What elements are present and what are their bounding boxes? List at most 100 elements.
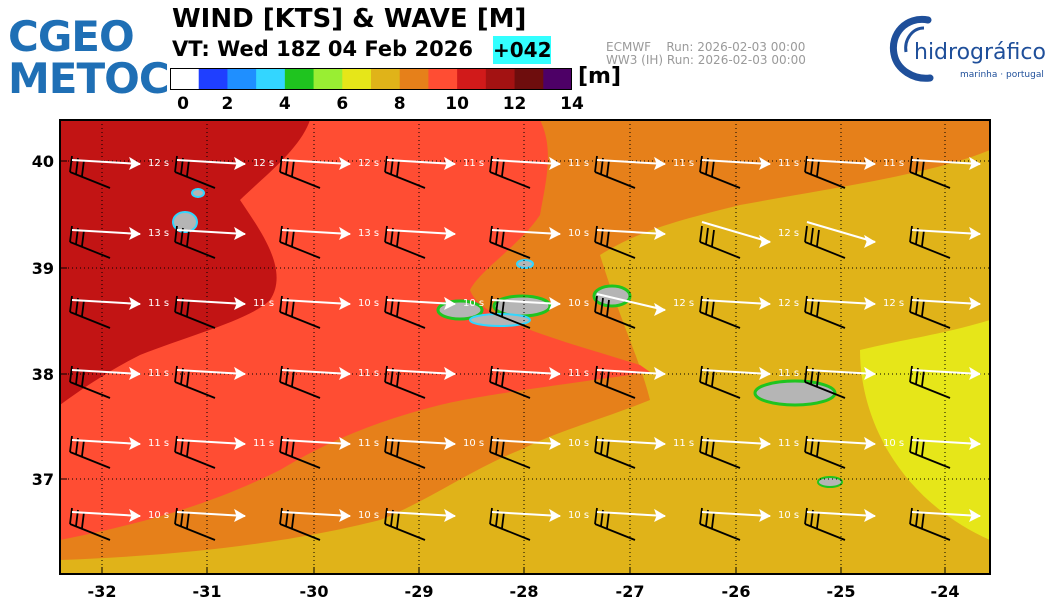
wave-period-label: 10 s (778, 510, 799, 521)
wave-period-label: 10 s (463, 298, 484, 309)
x-axis-tick-label: -30 (300, 582, 329, 601)
colorbar-tick-label: 10 (445, 94, 469, 114)
wave-direction-arrow (386, 436, 457, 451)
wave-direction-arrow (701, 508, 772, 523)
wave-period-label: 10 s (358, 298, 379, 309)
wave-direction-arrow (386, 366, 457, 381)
wave-direction-arrow (176, 156, 247, 171)
colorbar-tick-label: 0 (177, 94, 189, 114)
wave-direction-arrow (701, 366, 772, 381)
colorbar-tick-label: 8 (393, 94, 406, 114)
wave-period-label: 13 s (148, 228, 169, 239)
wave-direction-arrow (386, 508, 457, 523)
wind-barb (384, 435, 426, 469)
wave-period-label: 12 s (358, 158, 379, 169)
wave-period-label: 10 s (988, 510, 1009, 521)
wave-period-label: 10 s (463, 438, 484, 449)
wave-direction-arrow (911, 296, 982, 311)
x-axis-tick-label: -29 (405, 582, 434, 601)
wave-direction-arrow (281, 366, 352, 381)
colorbar-tick-label: 2 (221, 94, 234, 114)
wave-direction-arrow (701, 221, 772, 249)
wave-period-label: 11 s (148, 438, 169, 449)
colorbar-swatch (198, 68, 228, 90)
wave-direction-arrow (176, 508, 247, 523)
wave-period-label: 11 s (463, 158, 484, 169)
colorbar-swatch (428, 68, 458, 90)
wave-height-field: 12 s 12 s 12 s 11 s 11 s 11 s 11 s 11 s 11 s 13 s… (60, 120, 1009, 574)
wave-direction-arrow (596, 436, 667, 451)
wave-period-label: 11 s (778, 438, 799, 449)
wave-direction-arrow (596, 226, 667, 241)
wave-direction-arrow (806, 221, 877, 249)
wave-direction-arrow (281, 296, 352, 311)
cgeo-metoc-logo: CGEO METOC (4, 8, 170, 103)
wind-barb (174, 155, 216, 189)
run-info-ww3: WW3 (IH) Run: 2026-02-03 00:00 (606, 53, 806, 67)
wave-direction-arrow (491, 226, 562, 241)
wave-period-label: 10 s (148, 510, 169, 521)
colorbar-swatch (543, 68, 572, 90)
wave-direction-arrow (281, 156, 352, 171)
wave-direction-arrow (806, 156, 877, 171)
wind-barb (804, 365, 846, 399)
wave-direction-arrow (491, 508, 562, 523)
wave-period-label: 10 s (358, 510, 379, 521)
colorbar-swatch (256, 68, 286, 90)
x-axis-tick-label: -28 (510, 582, 539, 601)
x-axis-tick-label: -26 (722, 582, 751, 601)
wave-direction-arrow (71, 366, 142, 381)
colorbar-swatch (170, 68, 200, 90)
wave-direction-arrow (176, 226, 247, 241)
wave-direction-arrow (806, 436, 877, 451)
colorbar-swatch (457, 68, 487, 90)
colorbar-swatch (485, 68, 516, 90)
wind-barb (279, 225, 321, 259)
hidrografico-swirl-icon (889, 15, 934, 82)
forecast-hour-badge: +042 (493, 36, 552, 64)
wave-direction-arrow (71, 226, 142, 241)
wave-period-label: 11 s (568, 158, 589, 169)
wave-period-label: 10 s (568, 438, 589, 449)
wind-wave-vectors: 12 s 12 s 12 s 11 s 11 s 11 s 11 s 11 s 11 s 13 s… (69, 155, 1009, 541)
wave-direction-arrow (491, 296, 562, 311)
wave-period-label: 11 s (253, 438, 274, 449)
wave-period-label: 12 s (778, 228, 799, 239)
wave-period-label: 10 s (568, 510, 589, 521)
hidrografico-logo: hidrográfico marinha · portugal (884, 12, 1046, 92)
y-axis-tick-label: 37 (32, 470, 54, 489)
wave-period-label: 12 s (673, 298, 694, 309)
wave-period-label: 12 s (148, 158, 169, 169)
wave-direction-arrow (911, 436, 982, 451)
wave-period-label: 12 s (988, 228, 1009, 239)
wave-period-label: 12 s (778, 298, 799, 309)
wave-direction-arrow (911, 366, 982, 381)
wind-barb (804, 507, 846, 541)
logo-text-line2: METOC (8, 54, 170, 103)
wave-direction-arrow (701, 156, 772, 171)
wind-barb (69, 365, 111, 399)
wave-direction-arrow (176, 296, 247, 311)
x-axis-tick-label: -31 (193, 582, 222, 601)
colorbar-swatch (313, 68, 343, 90)
wind-barb (384, 365, 426, 399)
wave-period-label: 11 s (148, 368, 169, 379)
colorbar-tick-label: 14 (560, 94, 584, 114)
y-axis-tick-label: 39 (32, 259, 54, 278)
wave-direction-arrow (176, 366, 247, 381)
wave-direction-arrow (71, 156, 142, 171)
wave-direction-arrow (596, 293, 667, 317)
wave-direction-arrow (71, 296, 142, 311)
wave-period-label: 10 s (988, 438, 1009, 449)
wave-direction-arrow (806, 366, 877, 381)
wave-period-label: 11 s (778, 368, 799, 379)
wave-period-label: 12 s (253, 158, 274, 169)
wind-barb (909, 365, 951, 399)
y-axis-tick-label: 40 (32, 152, 54, 171)
wave-direction-arrow (281, 226, 352, 241)
wave-period-label: 11 s (988, 368, 1009, 379)
wind-barb (594, 225, 636, 259)
wave-period-label: 10 s (568, 298, 589, 309)
colorbar-swatch (284, 68, 315, 90)
